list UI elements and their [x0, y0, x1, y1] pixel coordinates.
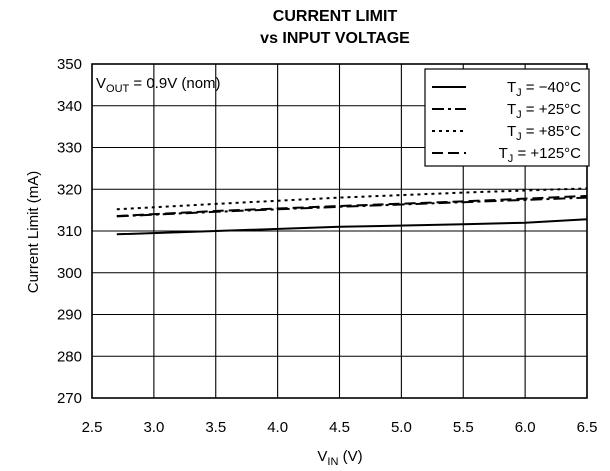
chart-title-line2: vs INPUT VOLTAGE — [260, 30, 410, 47]
series-line-1 — [116, 196, 588, 218]
y-tick-label: 310 — [57, 223, 82, 240]
y-tick-label: 350 — [57, 56, 82, 73]
y-tick-label: 280 — [57, 348, 82, 365]
x-tick-label: 6.0 — [515, 419, 536, 436]
y-tick-label: 340 — [57, 98, 82, 115]
legend-box — [424, 68, 590, 167]
y-tick-labels: 270 280 290 300 310 320 330 340 350 — [57, 56, 82, 407]
x-tick-label: 2.5 — [82, 419, 103, 436]
legend-label-3: TJ = +125°C — [499, 145, 582, 165]
legend: TJ = −40°CTJ = +25°CTJ = +85°CTJ = +125°… — [424, 68, 590, 167]
chart-title-line1: CURRENT LIMIT — [273, 8, 398, 25]
x-tick-labels: 2.5 3.0 3.5 4.0 4.5 5.0 5.5 6.0 6.5 — [82, 419, 598, 436]
x-tick-label: 3.0 — [143, 419, 164, 436]
y-axis-label: Current Limit (mA) — [25, 171, 42, 294]
plot-frame — [91, 63, 588, 399]
y-tick-label: 290 — [57, 307, 82, 324]
x-tick-label: 5.0 — [391, 419, 412, 436]
vout-annotation: VOUT = 0.9V (nom) — [96, 75, 221, 95]
legend-label-0: TJ = −40°C — [507, 79, 581, 99]
series-layer — [116, 187, 588, 236]
x-tick-label: 3.5 — [205, 419, 226, 436]
series-line-0 — [116, 218, 588, 236]
y-tick-label: 270 — [57, 390, 82, 407]
y-tick-label: 320 — [57, 181, 82, 198]
x-tick-label: 5.5 — [453, 419, 474, 436]
x-tick-label: 6.5 — [577, 419, 598, 436]
y-tick-label: 330 — [57, 140, 82, 157]
x-axis-label: VIN (V) — [317, 448, 362, 468]
x-tick-label: 4.5 — [329, 419, 350, 436]
x-tick-label: 4.0 — [267, 419, 288, 436]
y-tick-label: 300 — [57, 265, 82, 282]
legend-label-2: TJ = +85°C — [507, 123, 581, 143]
series-line-3 — [116, 194, 588, 217]
legend-label-1: TJ = +25°C — [507, 101, 581, 121]
